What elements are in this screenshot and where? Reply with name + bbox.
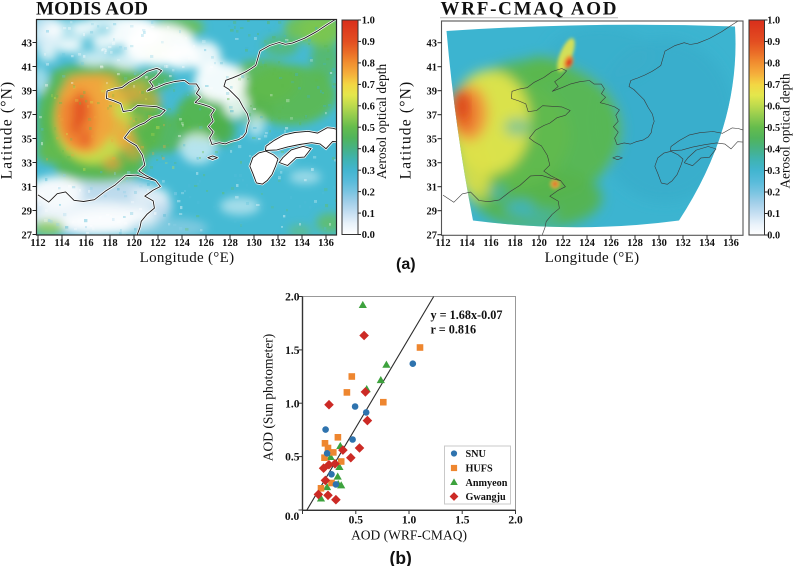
svg-text:0.0: 0.0 xyxy=(767,231,780,242)
svg-text:134: 134 xyxy=(699,238,716,249)
svg-text:Latitude (°N): Latitude (°N) xyxy=(0,81,16,180)
svg-text:130: 130 xyxy=(651,238,667,249)
svg-text:0.4: 0.4 xyxy=(362,144,376,155)
svg-text:37: 37 xyxy=(427,111,438,122)
svg-text:124: 124 xyxy=(579,238,596,249)
svg-text:2.0: 2.0 xyxy=(285,292,300,304)
svg-text:0.3: 0.3 xyxy=(362,166,375,177)
svg-text:126: 126 xyxy=(198,238,214,249)
svg-text:2.0: 2.0 xyxy=(508,515,523,527)
svg-text:0.2: 0.2 xyxy=(767,188,780,199)
svg-text:0.8: 0.8 xyxy=(767,59,780,70)
svg-text:122: 122 xyxy=(555,238,571,249)
svg-text:29: 29 xyxy=(22,206,33,217)
svg-text:0.5: 0.5 xyxy=(285,452,300,464)
svg-text:1.0: 1.0 xyxy=(402,515,417,527)
svg-text:0.0: 0.0 xyxy=(362,230,375,241)
svg-text:y = 1.68x-0.07: y = 1.68x-0.07 xyxy=(431,308,503,322)
svg-text:35: 35 xyxy=(427,135,438,146)
svg-text:27: 27 xyxy=(22,230,33,241)
svg-text:AOD (WRF-CMAQ): AOD (WRF-CMAQ) xyxy=(351,528,467,543)
svg-text:118: 118 xyxy=(102,238,117,249)
svg-text:AOD (Sun photometer): AOD (Sun photometer) xyxy=(261,334,276,461)
svg-text:0.2: 0.2 xyxy=(362,187,375,198)
svg-text:39: 39 xyxy=(427,87,438,98)
svg-text:122: 122 xyxy=(150,238,166,249)
svg-text:1.5: 1.5 xyxy=(285,345,300,357)
svg-text:Aerosol optical depth: Aerosol optical depth xyxy=(778,73,793,189)
svg-text:31: 31 xyxy=(427,183,438,194)
svg-text:136: 136 xyxy=(723,238,739,249)
svg-text:r = 0.816: r = 0.816 xyxy=(431,323,477,337)
svg-text:0.1: 0.1 xyxy=(362,209,375,220)
svg-text:35: 35 xyxy=(22,134,33,145)
svg-text:31: 31 xyxy=(22,182,33,193)
svg-text:0.5: 0.5 xyxy=(349,515,364,527)
svg-text:Longitude (°E): Longitude (°E) xyxy=(545,250,640,266)
svg-text:0.0: 0.0 xyxy=(285,511,300,523)
svg-text:112: 112 xyxy=(30,238,45,249)
svg-text:27: 27 xyxy=(427,231,438,242)
svg-text:132: 132 xyxy=(270,238,286,249)
svg-text:120: 120 xyxy=(126,238,142,249)
svg-text:39: 39 xyxy=(22,86,33,97)
svg-text:0.9: 0.9 xyxy=(362,37,375,48)
svg-text:128: 128 xyxy=(222,238,238,249)
svg-text:(b): (b) xyxy=(390,548,412,566)
svg-text:118: 118 xyxy=(507,238,522,249)
svg-text:114: 114 xyxy=(54,238,70,249)
svg-text:1.5: 1.5 xyxy=(455,515,470,527)
svg-text:0.5: 0.5 xyxy=(362,123,375,134)
svg-text:MODIS AOD: MODIS AOD xyxy=(36,0,148,20)
svg-text:136: 136 xyxy=(318,238,334,249)
svg-text:43: 43 xyxy=(22,38,33,49)
svg-text:37: 37 xyxy=(22,110,33,121)
svg-text:0.8: 0.8 xyxy=(362,59,375,70)
svg-text:0.1: 0.1 xyxy=(767,209,780,220)
svg-text:33: 33 xyxy=(22,158,33,169)
svg-text:Gwangju: Gwangju xyxy=(466,492,507,503)
svg-text:0.7: 0.7 xyxy=(767,80,780,91)
svg-text:0.6: 0.6 xyxy=(362,102,375,113)
svg-text:41: 41 xyxy=(427,63,438,74)
svg-text:1.0: 1.0 xyxy=(285,398,300,410)
svg-text:41: 41 xyxy=(22,62,33,73)
svg-text:126: 126 xyxy=(603,238,619,249)
svg-text:124: 124 xyxy=(174,238,191,249)
svg-text:0.7: 0.7 xyxy=(362,80,375,91)
svg-text:0.5: 0.5 xyxy=(767,123,780,134)
svg-text:Longitude (°E): Longitude (°E) xyxy=(140,250,235,266)
svg-text:130: 130 xyxy=(246,238,262,249)
svg-text:0.6: 0.6 xyxy=(767,102,780,113)
svg-text:120: 120 xyxy=(531,238,547,249)
svg-text:SNU: SNU xyxy=(466,449,487,460)
svg-text:Anmyeon: Anmyeon xyxy=(466,478,508,489)
svg-text:43: 43 xyxy=(427,39,438,50)
svg-text:112: 112 xyxy=(435,238,450,249)
svg-text:116: 116 xyxy=(483,238,498,249)
svg-text:0.4: 0.4 xyxy=(767,145,780,156)
svg-text:0.3: 0.3 xyxy=(767,166,780,177)
svg-text:1.0: 1.0 xyxy=(767,16,780,27)
svg-text:(a): (a) xyxy=(396,256,416,273)
svg-text:0.9: 0.9 xyxy=(767,37,780,48)
svg-text:132: 132 xyxy=(675,238,691,249)
svg-text:29: 29 xyxy=(427,207,438,218)
svg-text:134: 134 xyxy=(294,238,311,249)
svg-text:Latitude (°N): Latitude (°N) xyxy=(398,81,415,180)
svg-text:114: 114 xyxy=(459,238,475,249)
svg-text:WRF-CMAQ AOD: WRF-CMAQ AOD xyxy=(441,0,619,20)
svg-text:33: 33 xyxy=(427,159,438,170)
svg-text:128: 128 xyxy=(627,238,643,249)
svg-text:HUFS: HUFS xyxy=(466,464,494,475)
svg-text:Aerosol optical depth: Aerosol optical depth xyxy=(374,64,389,180)
svg-text:116: 116 xyxy=(78,238,93,249)
svg-text:1.0: 1.0 xyxy=(362,16,375,27)
